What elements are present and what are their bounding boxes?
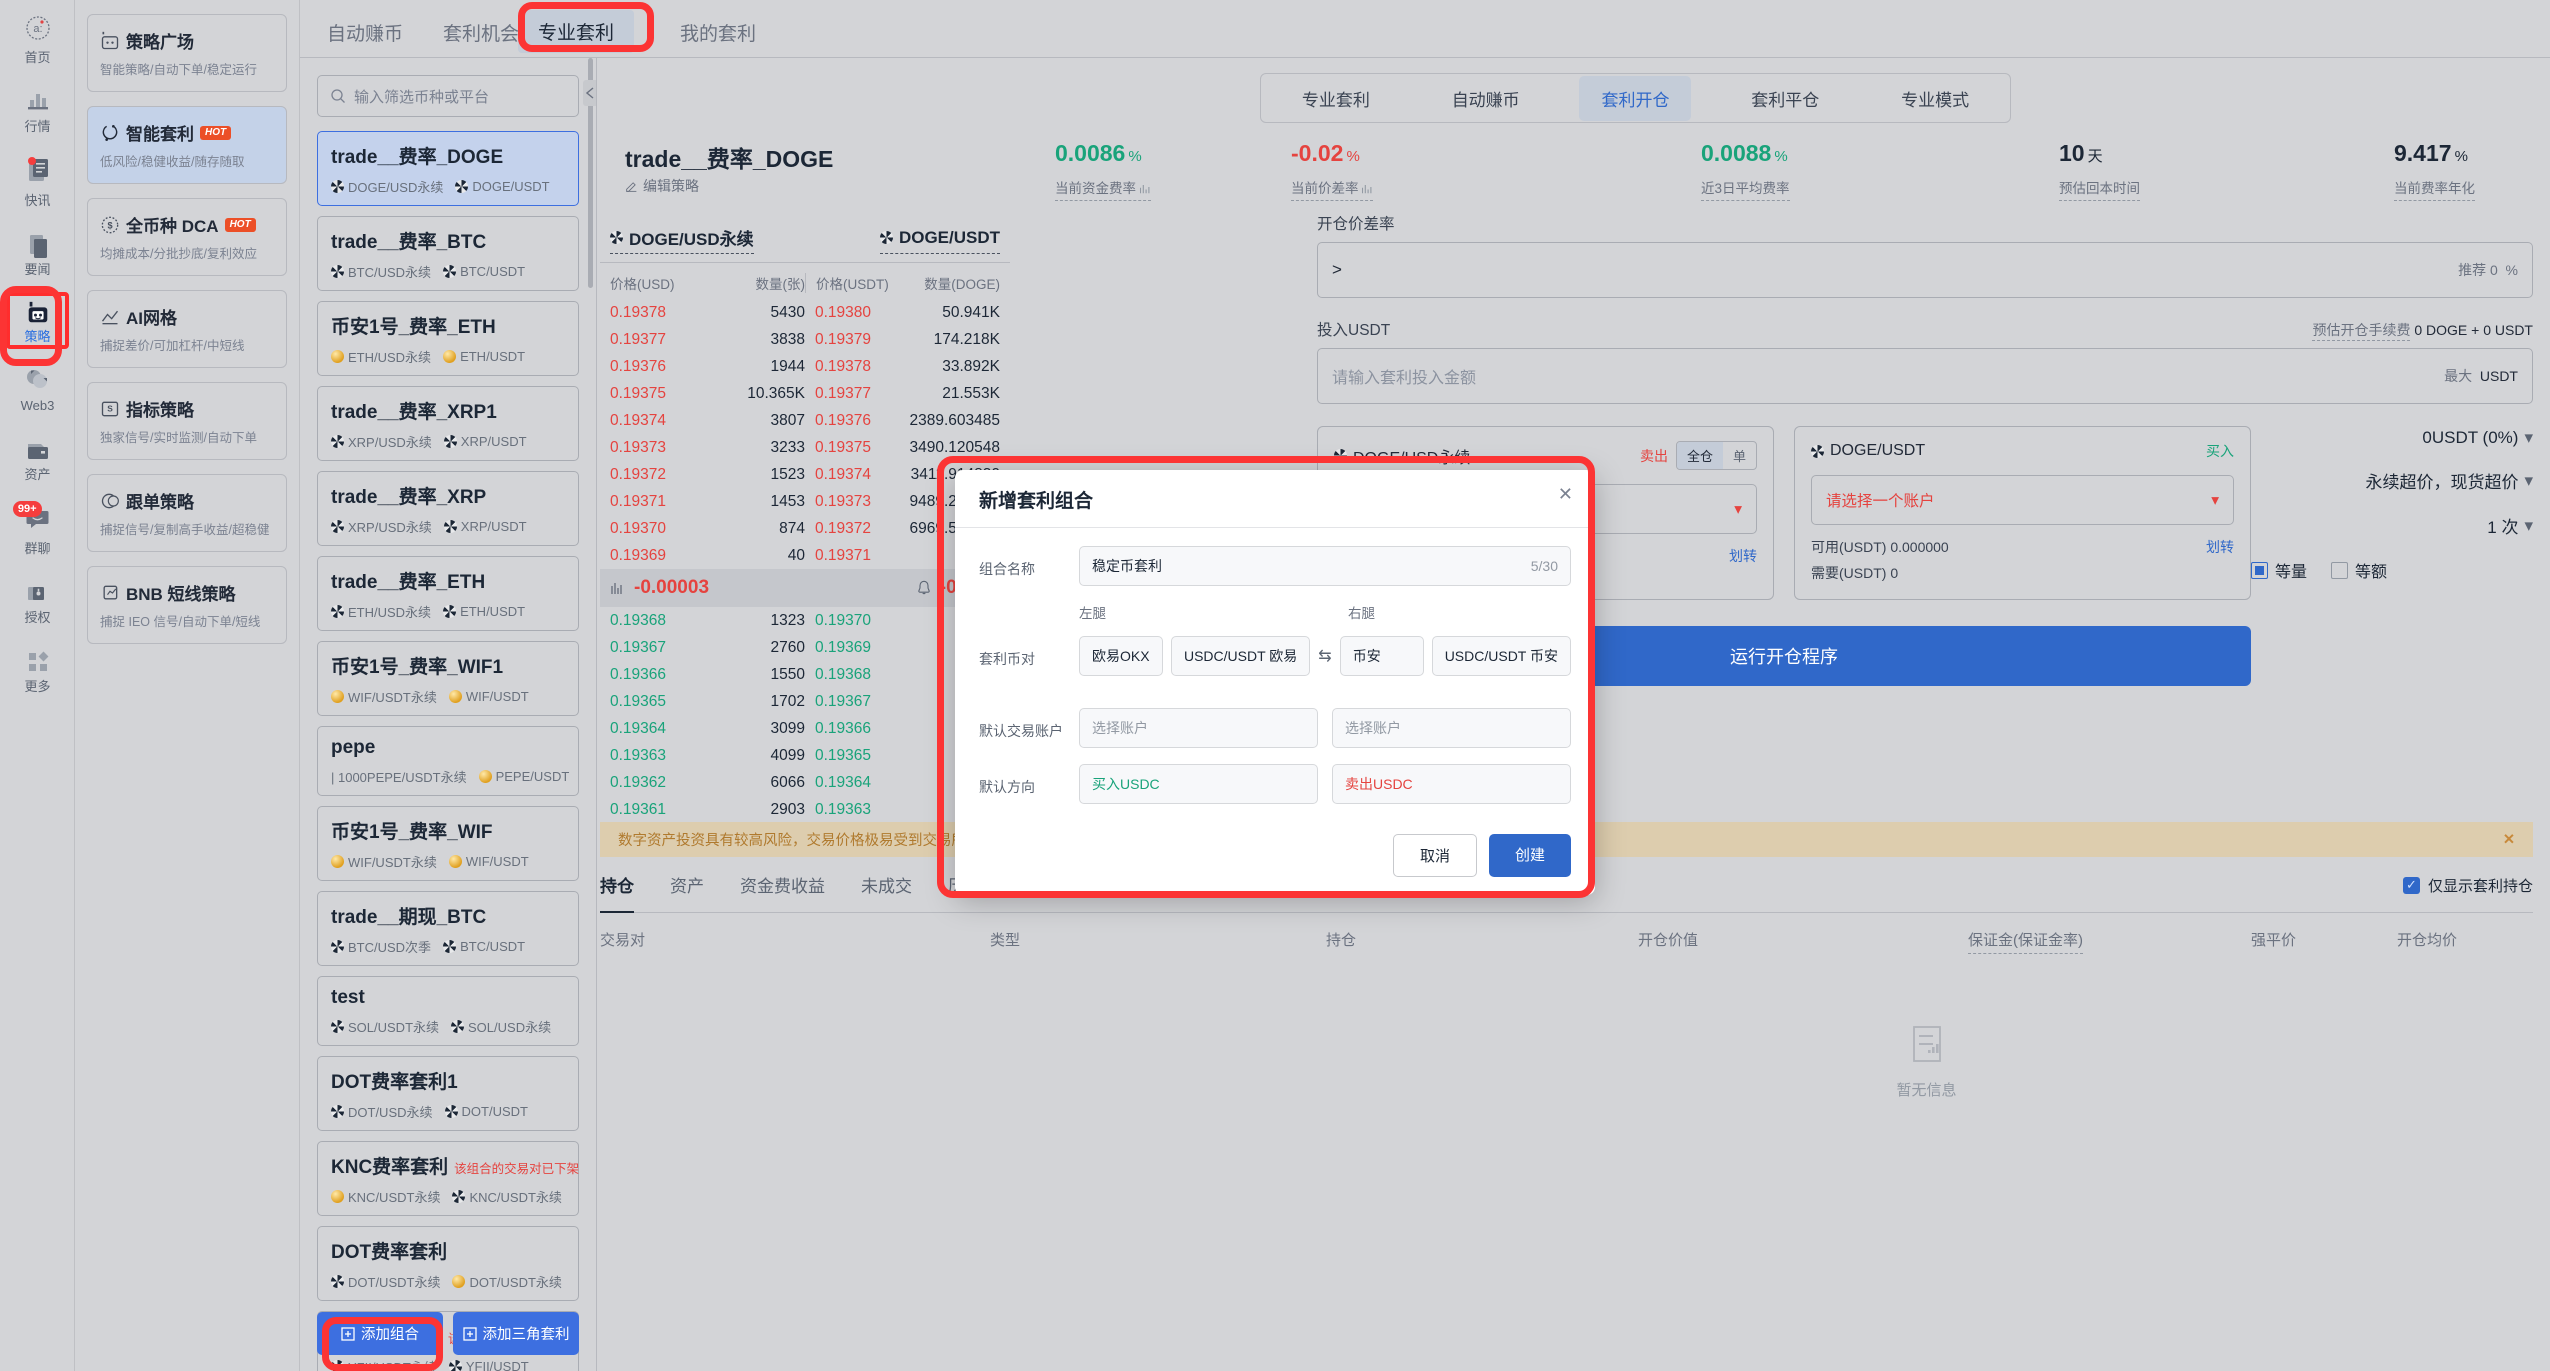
svg-text:$: $	[107, 220, 112, 230]
svg-text:S: S	[107, 403, 113, 413]
svg-text:a:: a:	[33, 23, 42, 35]
